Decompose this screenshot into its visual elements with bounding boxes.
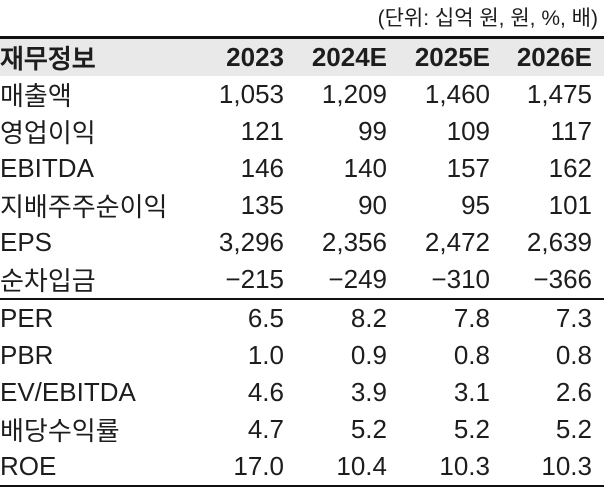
unit-note: (단위: 십억 원, 원, %, 배) bbox=[377, 7, 598, 30]
cell-value: −249 bbox=[284, 261, 387, 300]
cell-value: 2,639 bbox=[526, 227, 592, 257]
table-row-pbr: PBR 1.0 0.9 0.8 0.8 bbox=[0, 337, 604, 374]
row-label: EBITDA bbox=[0, 153, 94, 183]
cell-value: 121 bbox=[240, 116, 284, 146]
cell-value: 17.0 bbox=[181, 448, 284, 487]
table-row-net-debt: 순차입금 −215 −249 −310 −366 bbox=[0, 261, 604, 300]
cell-value: 109 bbox=[446, 116, 490, 146]
cell-value: 117 bbox=[550, 116, 592, 146]
row-label: 순차입금 bbox=[0, 261, 181, 300]
cell-value: 95 bbox=[461, 190, 490, 220]
cell-value: 90 bbox=[358, 190, 387, 220]
table-row-operating-profit: 영업이익 121 99 109 117 bbox=[0, 113, 604, 150]
column-header-2023: 2023 bbox=[226, 42, 284, 72]
column-header-2024e: 2024E bbox=[311, 42, 387, 72]
column-header-metric: 재무정보 bbox=[0, 44, 96, 74]
cell-value: 135 bbox=[240, 190, 284, 220]
row-label: EPS bbox=[0, 227, 53, 257]
cell-value: 10.4 bbox=[284, 448, 387, 487]
cell-value: 99 bbox=[358, 116, 387, 146]
cell-value: −310 bbox=[387, 261, 490, 300]
cell-value: −215 bbox=[181, 261, 284, 300]
cell-value: 101 bbox=[548, 190, 592, 220]
cell-value: 6.5 bbox=[247, 303, 284, 333]
cell-value: 1,053 bbox=[218, 79, 284, 109]
cell-value: 7.3 bbox=[555, 303, 592, 333]
row-label: ROE bbox=[0, 448, 181, 487]
cell-value: 0.8 bbox=[453, 340, 490, 370]
cell-value: 5.2 bbox=[350, 414, 387, 444]
table-row-ev-ebitda: EV/EBITDA 4.6 3.9 3.1 2.6 bbox=[0, 374, 604, 411]
cell-value: 3,296 bbox=[218, 227, 284, 257]
financial-table: 재무정보 2023 2024E 2025E 2026E 매출액 1,053 1,… bbox=[0, 36, 604, 487]
table-row-ebitda: EBITDA 146 140 157 162 bbox=[0, 150, 604, 187]
cell-value: 1,209 bbox=[321, 79, 387, 109]
table-row-revenue: 매출액 1,053 1,209 1,460 1,475 bbox=[0, 76, 604, 113]
cell-value: 162 bbox=[548, 153, 592, 183]
row-label: 배당수익률 bbox=[0, 416, 120, 446]
cell-value: 1.0 bbox=[247, 340, 284, 370]
cell-value: 1,475 bbox=[526, 79, 592, 109]
cell-value: 4.6 bbox=[247, 377, 284, 407]
row-label: PBR bbox=[0, 340, 54, 370]
cell-value: 3.9 bbox=[350, 377, 387, 407]
cell-value: 10.3 bbox=[387, 448, 490, 487]
row-label: 매출액 bbox=[0, 81, 72, 111]
cell-value: 140 bbox=[343, 153, 387, 183]
cell-value: 2,472 bbox=[424, 227, 490, 257]
row-label: 영업이익 bbox=[0, 118, 96, 148]
cell-value: 2.6 bbox=[555, 377, 592, 407]
cell-value: 157 bbox=[446, 153, 490, 183]
table-row-net-income-controlling: 지배주주순이익 135 90 95 101 bbox=[0, 187, 604, 224]
column-header-2025e: 2025E bbox=[414, 42, 490, 72]
table-header-row: 재무정보 2023 2024E 2025E 2026E bbox=[0, 37, 604, 76]
row-label: 지배주주순이익 bbox=[0, 192, 168, 222]
cell-value: 146 bbox=[240, 153, 284, 183]
table-row-dividend-yield: 배당수익률 4.7 5.2 5.2 5.2 bbox=[0, 411, 604, 448]
cell-value: −366 bbox=[490, 261, 604, 300]
cell-value: 0.9 bbox=[350, 340, 387, 370]
cell-value: 5.2 bbox=[555, 414, 592, 444]
table-row-eps: EPS 3,296 2,356 2,472 2,639 bbox=[0, 224, 604, 261]
row-label: EV/EBITDA bbox=[0, 377, 136, 407]
cell-value: 10.3 bbox=[490, 448, 604, 487]
cell-value: 5.2 bbox=[453, 414, 490, 444]
cell-value: 0.8 bbox=[555, 340, 592, 370]
row-label: PER bbox=[0, 303, 54, 333]
table-row-roe: ROE 17.0 10.4 10.3 10.3 bbox=[0, 448, 604, 487]
cell-value: 1,460 bbox=[424, 79, 490, 109]
cell-value: 3.1 bbox=[453, 377, 490, 407]
cell-value: 8.2 bbox=[350, 303, 387, 333]
column-header-2026e: 2026E bbox=[516, 42, 592, 72]
cell-value: 4.7 bbox=[247, 414, 284, 444]
table-row-per: PER 6.5 8.2 7.8 7.3 bbox=[0, 299, 604, 337]
cell-value: 2,356 bbox=[321, 227, 387, 257]
cell-value: 7.8 bbox=[453, 303, 490, 333]
